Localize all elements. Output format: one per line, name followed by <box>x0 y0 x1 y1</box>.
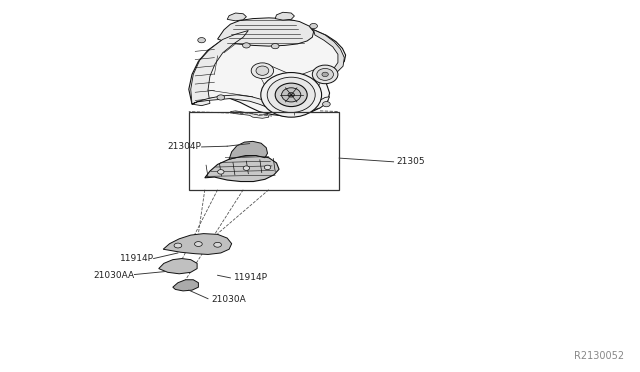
Polygon shape <box>275 12 294 20</box>
Ellipse shape <box>271 44 279 49</box>
Ellipse shape <box>243 166 250 170</box>
Polygon shape <box>159 259 197 274</box>
Polygon shape <box>191 31 248 106</box>
Polygon shape <box>205 155 279 182</box>
Ellipse shape <box>256 66 269 75</box>
Ellipse shape <box>268 77 315 112</box>
Polygon shape <box>227 13 246 21</box>
Text: 21030A: 21030A <box>211 295 246 304</box>
Polygon shape <box>189 24 346 116</box>
Ellipse shape <box>275 83 307 106</box>
Ellipse shape <box>251 63 274 78</box>
Ellipse shape <box>198 38 205 43</box>
Polygon shape <box>229 141 268 159</box>
Text: R2130052: R2130052 <box>574 351 624 361</box>
Text: 21305: 21305 <box>397 157 426 166</box>
Text: 11914P: 11914P <box>234 273 268 282</box>
Ellipse shape <box>282 88 301 102</box>
Text: 21304P: 21304P <box>168 142 202 151</box>
Polygon shape <box>230 111 269 118</box>
Ellipse shape <box>310 23 317 29</box>
Ellipse shape <box>264 165 271 170</box>
Polygon shape <box>173 280 198 291</box>
Text: 11914P: 11914P <box>120 254 154 263</box>
Polygon shape <box>218 18 314 46</box>
Ellipse shape <box>322 72 328 77</box>
Bar <box>189 112 339 190</box>
Ellipse shape <box>261 73 321 117</box>
Ellipse shape <box>243 43 250 48</box>
Ellipse shape <box>174 243 182 248</box>
Polygon shape <box>314 30 344 77</box>
Ellipse shape <box>317 68 333 80</box>
Ellipse shape <box>214 243 221 247</box>
Ellipse shape <box>195 242 202 247</box>
Ellipse shape <box>312 65 338 84</box>
Ellipse shape <box>323 102 330 107</box>
Polygon shape <box>192 95 330 112</box>
Ellipse shape <box>288 93 294 97</box>
Ellipse shape <box>218 170 224 174</box>
Text: 21030AA: 21030AA <box>93 271 134 280</box>
Polygon shape <box>163 234 232 254</box>
Ellipse shape <box>217 95 225 100</box>
